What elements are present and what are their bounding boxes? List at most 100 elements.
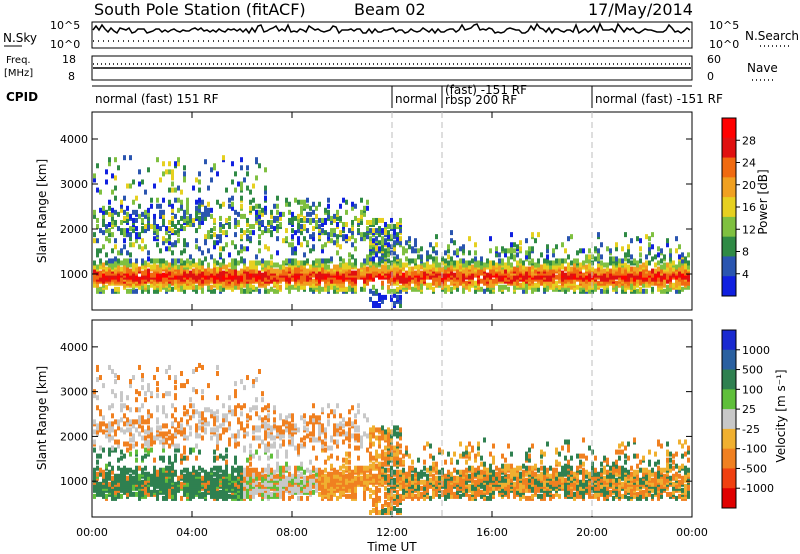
echo-cell bbox=[294, 215, 297, 221]
echo-cell bbox=[111, 389, 114, 395]
echo-cell bbox=[387, 449, 390, 455]
echo-cell bbox=[357, 217, 360, 223]
echo-cell bbox=[114, 429, 117, 435]
echo-cell bbox=[144, 489, 147, 495]
echo-cell bbox=[276, 449, 279, 455]
echo-cell bbox=[369, 288, 372, 294]
echo-cell bbox=[267, 403, 270, 409]
cpid-label: CPID bbox=[6, 90, 38, 104]
echo-cell bbox=[168, 226, 171, 232]
echo-cell bbox=[306, 211, 309, 217]
echo-cell bbox=[570, 234, 573, 240]
echo-cell bbox=[171, 437, 174, 443]
echo-cell bbox=[333, 240, 336, 246]
echo-cell bbox=[114, 238, 117, 244]
echo-cell bbox=[354, 238, 357, 244]
echo-cell bbox=[363, 286, 366, 292]
echo-cell bbox=[219, 284, 222, 290]
echo-cell bbox=[180, 453, 183, 459]
echo-cell bbox=[486, 272, 489, 278]
echo-cell bbox=[159, 286, 162, 292]
echo-cell bbox=[294, 423, 297, 429]
echo-cell bbox=[393, 224, 396, 230]
echo-cell bbox=[132, 209, 135, 215]
echo-cell bbox=[135, 288, 138, 294]
echo-cell bbox=[93, 173, 96, 179]
echo-cell bbox=[180, 258, 183, 264]
echo-cell bbox=[129, 226, 132, 232]
echo-cell bbox=[522, 288, 525, 294]
echo-cell bbox=[165, 423, 168, 429]
echo-cell bbox=[483, 280, 486, 286]
echo-cell bbox=[213, 266, 216, 272]
echo-cell bbox=[615, 280, 618, 286]
echo-cell bbox=[600, 260, 603, 266]
echo-cell bbox=[159, 282, 162, 288]
echo-cell bbox=[219, 234, 222, 240]
echo-cell bbox=[126, 205, 129, 211]
echo-cell bbox=[621, 266, 624, 272]
echo-cell bbox=[588, 258, 591, 264]
echo-cell bbox=[330, 463, 333, 469]
echo-cell bbox=[378, 303, 381, 308]
echo-cell bbox=[96, 364, 99, 370]
echo-cell bbox=[327, 209, 330, 215]
echo-cell bbox=[168, 391, 171, 397]
echo-cell bbox=[387, 278, 390, 284]
echo-cell bbox=[102, 213, 105, 219]
echo-cell bbox=[633, 288, 636, 294]
echo-cell bbox=[102, 477, 105, 483]
echo-cell bbox=[375, 288, 378, 294]
echo-cell bbox=[105, 433, 108, 439]
echo-cell bbox=[171, 258, 174, 264]
echo-cell bbox=[354, 475, 357, 481]
echo-cell bbox=[639, 286, 642, 292]
echo-cell bbox=[318, 234, 321, 240]
echo-cell bbox=[348, 264, 351, 270]
echo-cell bbox=[108, 425, 111, 431]
echo-cell bbox=[447, 254, 450, 260]
echo-cell bbox=[324, 467, 327, 473]
echo-cell bbox=[183, 445, 186, 451]
echo-cell bbox=[483, 262, 486, 268]
echo-cell bbox=[159, 262, 162, 268]
echo-cell bbox=[159, 455, 162, 461]
echo-cell bbox=[414, 248, 417, 254]
echo-cell bbox=[363, 211, 366, 217]
echo-cell bbox=[522, 268, 525, 274]
echo-cell bbox=[474, 250, 477, 256]
echo-cell bbox=[474, 242, 477, 248]
echo-cell bbox=[246, 465, 249, 471]
echo-cell bbox=[474, 256, 477, 262]
echo-cell bbox=[198, 203, 201, 209]
echo-cell bbox=[582, 276, 585, 282]
echo-cell bbox=[159, 203, 162, 209]
echo-cell bbox=[384, 294, 387, 300]
echo-cell bbox=[192, 258, 195, 264]
echo-cell bbox=[195, 177, 198, 183]
echo-cell bbox=[177, 207, 180, 213]
echo-cell bbox=[492, 278, 495, 284]
echo-cell bbox=[348, 228, 351, 234]
echo-cell bbox=[216, 445, 219, 451]
echo-cell bbox=[129, 155, 132, 161]
echo-cell bbox=[345, 431, 348, 437]
echo-cell bbox=[222, 274, 225, 280]
echo-cell bbox=[171, 207, 174, 213]
echo-cell bbox=[324, 433, 327, 439]
echo-cell bbox=[168, 375, 171, 381]
echo-cell bbox=[384, 467, 387, 473]
echo-cell bbox=[222, 201, 225, 207]
echo-cell bbox=[459, 280, 462, 286]
echo-cell bbox=[315, 477, 318, 483]
echo-cell bbox=[204, 489, 207, 495]
colorbar-swatch bbox=[722, 177, 736, 198]
echo-cell bbox=[180, 459, 183, 465]
echo-cell bbox=[288, 475, 291, 481]
echo-cell bbox=[216, 199, 219, 205]
echo-cell bbox=[156, 469, 159, 475]
echo-cell bbox=[354, 203, 357, 209]
echo-cell bbox=[123, 215, 126, 221]
echo-cell bbox=[318, 481, 321, 487]
